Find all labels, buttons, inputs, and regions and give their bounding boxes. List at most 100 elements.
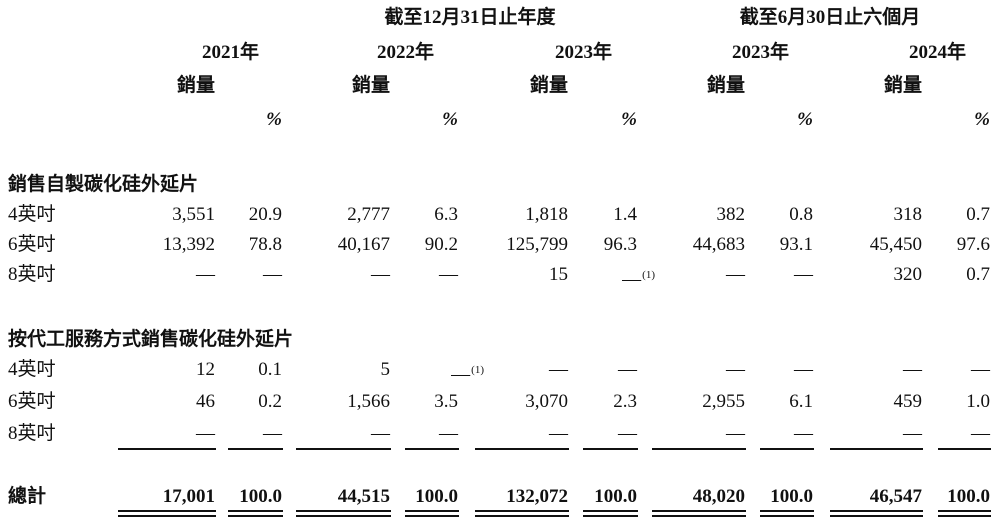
subtotal-rule	[405, 448, 459, 450]
row-label: 8英吋	[8, 423, 56, 444]
total-volume-cell: 48,020	[692, 486, 745, 507]
volume-cell: 40,167	[337, 234, 390, 255]
percent-cell: —	[263, 423, 282, 444]
header-year: 2024年	[908, 42, 966, 63]
total-rule-top	[296, 510, 391, 512]
volume-cell: 320	[893, 264, 923, 285]
header-percent: %	[442, 109, 458, 130]
total-rule-top	[652, 510, 746, 512]
volume-cell: —	[726, 423, 745, 444]
total-rule-top	[405, 510, 459, 512]
subtotal-rule	[830, 448, 923, 450]
section-title: 按代工服務方式銷售碳化硅外延片	[8, 329, 294, 350]
volume-cell: 44,683	[692, 234, 745, 255]
volume-cell: 1,818	[525, 204, 568, 225]
header-volume: 銷量	[351, 75, 390, 96]
percent-cell: 96.3	[603, 234, 637, 255]
volume-cell: —	[549, 423, 568, 444]
total-volume-cell: 46,547	[869, 486, 922, 507]
total-rule-top	[760, 510, 814, 512]
total-rule-bottom	[760, 515, 814, 517]
volume-cell: 1,566	[347, 391, 390, 412]
subtotal-rule	[118, 448, 216, 450]
percent-cell: —	[794, 359, 813, 380]
total-percent-cell: 100.0	[239, 486, 282, 507]
row-label: 4英吋	[8, 204, 56, 225]
subtotal-rule	[938, 448, 991, 450]
percent-cell: 0.1	[258, 359, 282, 380]
percent-cell: —(1)	[622, 269, 655, 290]
total-rule-bottom	[296, 515, 391, 517]
volume-cell: 46	[196, 391, 215, 412]
percent-cell: 78.8	[248, 234, 282, 255]
volume-cell: 318	[893, 204, 923, 225]
total-volume-cell: 44,515	[337, 486, 390, 507]
percent-cell: —	[618, 423, 637, 444]
total-percent-cell: 100.0	[770, 486, 813, 507]
subtotal-rule	[760, 448, 814, 450]
header-percent: %	[797, 109, 813, 130]
percent-cell: 0.7	[966, 204, 990, 225]
percent-cell: 6.1	[789, 391, 813, 412]
total-rule-bottom	[830, 515, 923, 517]
subtotal-rule	[583, 448, 638, 450]
row-label: 6英吋	[8, 391, 56, 412]
volume-cell: 3,551	[172, 204, 215, 225]
percent-cell: 1.0	[966, 391, 990, 412]
row-label: 4英吋	[8, 359, 56, 380]
total-rule-bottom	[583, 515, 638, 517]
volume-cell: 45,450	[869, 234, 922, 255]
percent-cell: —	[971, 359, 990, 380]
header-volume: 銷量	[706, 75, 745, 96]
volume-cell: —	[903, 359, 922, 380]
header-volume: 銷量	[529, 75, 568, 96]
volume-cell: 12	[196, 359, 215, 380]
volume-cell: 459	[893, 391, 923, 412]
header-year: 2023年	[554, 42, 612, 63]
volume-cell: —	[549, 359, 568, 380]
percent-cell: —	[794, 423, 813, 444]
total-percent-cell: 100.0	[947, 486, 990, 507]
percent-cell: —(1)	[451, 364, 484, 385]
percent-cell: —	[263, 264, 282, 285]
total-rule-bottom	[405, 515, 459, 517]
header-volume: 銷量	[883, 75, 922, 96]
header-volume: 銷量	[176, 75, 215, 96]
header-percent: %	[974, 109, 990, 130]
volume-cell: 125,799	[506, 234, 568, 255]
subtotal-rule	[475, 448, 569, 450]
total-rule-bottom	[938, 515, 991, 517]
volume-cell: 15	[549, 264, 568, 285]
percent-cell: —	[439, 264, 458, 285]
total-rule-top	[118, 510, 216, 512]
total-percent-cell: 100.0	[594, 486, 637, 507]
percent-cell: —	[439, 423, 458, 444]
volume-cell: —	[196, 423, 215, 444]
header-year: 2023年	[731, 42, 789, 63]
volume-cell: 2,955	[702, 391, 745, 412]
row-label: 8英吋	[8, 264, 56, 285]
percent-cell: 20.9	[248, 204, 282, 225]
total-rule-top	[228, 510, 283, 512]
header-percent: %	[621, 109, 637, 130]
percent-cell: 0.8	[789, 204, 813, 225]
volume-cell: 2,777	[347, 204, 390, 225]
total-volume-cell: 17,001	[162, 486, 215, 507]
header-percent: %	[266, 109, 282, 130]
percent-cell: 90.2	[424, 234, 458, 255]
header-group-annual: 截至12月31日止年度	[384, 7, 556, 28]
total-rule-top	[938, 510, 991, 512]
subtotal-rule	[296, 448, 391, 450]
percent-cell: 3.5	[434, 391, 458, 412]
total-rule-bottom	[475, 515, 569, 517]
volume-cell: 13,392	[162, 234, 215, 255]
percent-cell: 0.7	[966, 264, 990, 285]
subtotal-rule	[228, 448, 283, 450]
row-label: 6英吋	[8, 234, 56, 255]
section-title: 銷售自製碳化硅外延片	[8, 174, 199, 195]
total-rule-bottom	[652, 515, 746, 517]
volume-cell: —	[726, 264, 745, 285]
footnote-marker: (1)	[471, 364, 484, 376]
subtotal-rule	[652, 448, 746, 450]
volume-cell: —	[903, 423, 922, 444]
